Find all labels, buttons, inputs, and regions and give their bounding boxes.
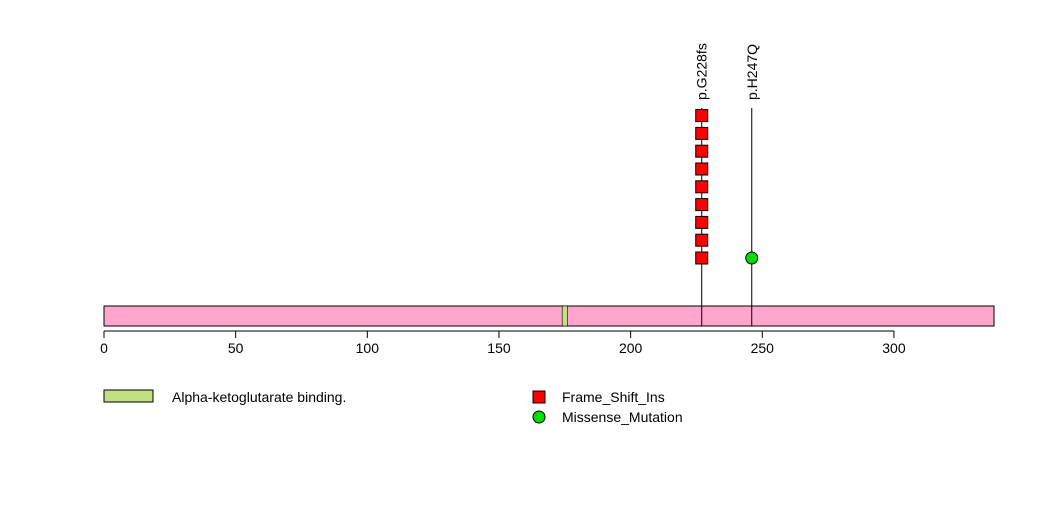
frame-shift-marker xyxy=(695,251,709,265)
frame-shift-marker xyxy=(695,109,709,123)
x-tick-label: 0 xyxy=(100,340,108,356)
legend: Alpha-ketoglutarate binding. Frame_Shift_… xyxy=(103,389,683,425)
mutation-label: p.H247Q xyxy=(744,44,760,100)
legend-missense-swatch xyxy=(532,410,546,424)
frame-shift-marker xyxy=(695,198,709,212)
domain-block xyxy=(561,305,568,327)
x-tick-label: 50 xyxy=(228,340,244,356)
legend-domain-swatch xyxy=(103,389,154,403)
mutation-stems xyxy=(701,108,753,326)
legend-mutation-label: Missense_Mutation xyxy=(562,409,683,425)
x-tick-label: 100 xyxy=(356,340,380,356)
frame-shift-marker xyxy=(695,144,709,158)
protein-track xyxy=(103,305,995,327)
frame-shift-marker xyxy=(695,215,709,229)
x-tick-label: 300 xyxy=(882,340,906,356)
mutation-markers xyxy=(695,109,759,265)
legend-domain-label: Alpha-ketoglutarate binding. xyxy=(172,389,346,405)
legend-frame-shift-swatch xyxy=(532,390,546,404)
frame-shift-marker xyxy=(695,162,709,176)
mutation-labels: p.G228fs p.H247Q xyxy=(694,43,760,100)
x-axis: 0 50 100 150 200 250 300 xyxy=(100,330,906,356)
mutation-label: p.G228fs xyxy=(694,43,710,100)
frame-shift-marker xyxy=(695,233,709,247)
x-tick-label: 200 xyxy=(619,340,643,356)
protein-bar xyxy=(103,305,995,327)
x-tick-label: 150 xyxy=(487,340,511,356)
frame-shift-marker xyxy=(695,180,709,194)
legend-mutation-label: Frame_Shift_Ins xyxy=(562,389,665,405)
frame-shift-marker xyxy=(695,126,709,140)
missense-marker xyxy=(745,251,759,265)
x-tick-label: 250 xyxy=(751,340,775,356)
